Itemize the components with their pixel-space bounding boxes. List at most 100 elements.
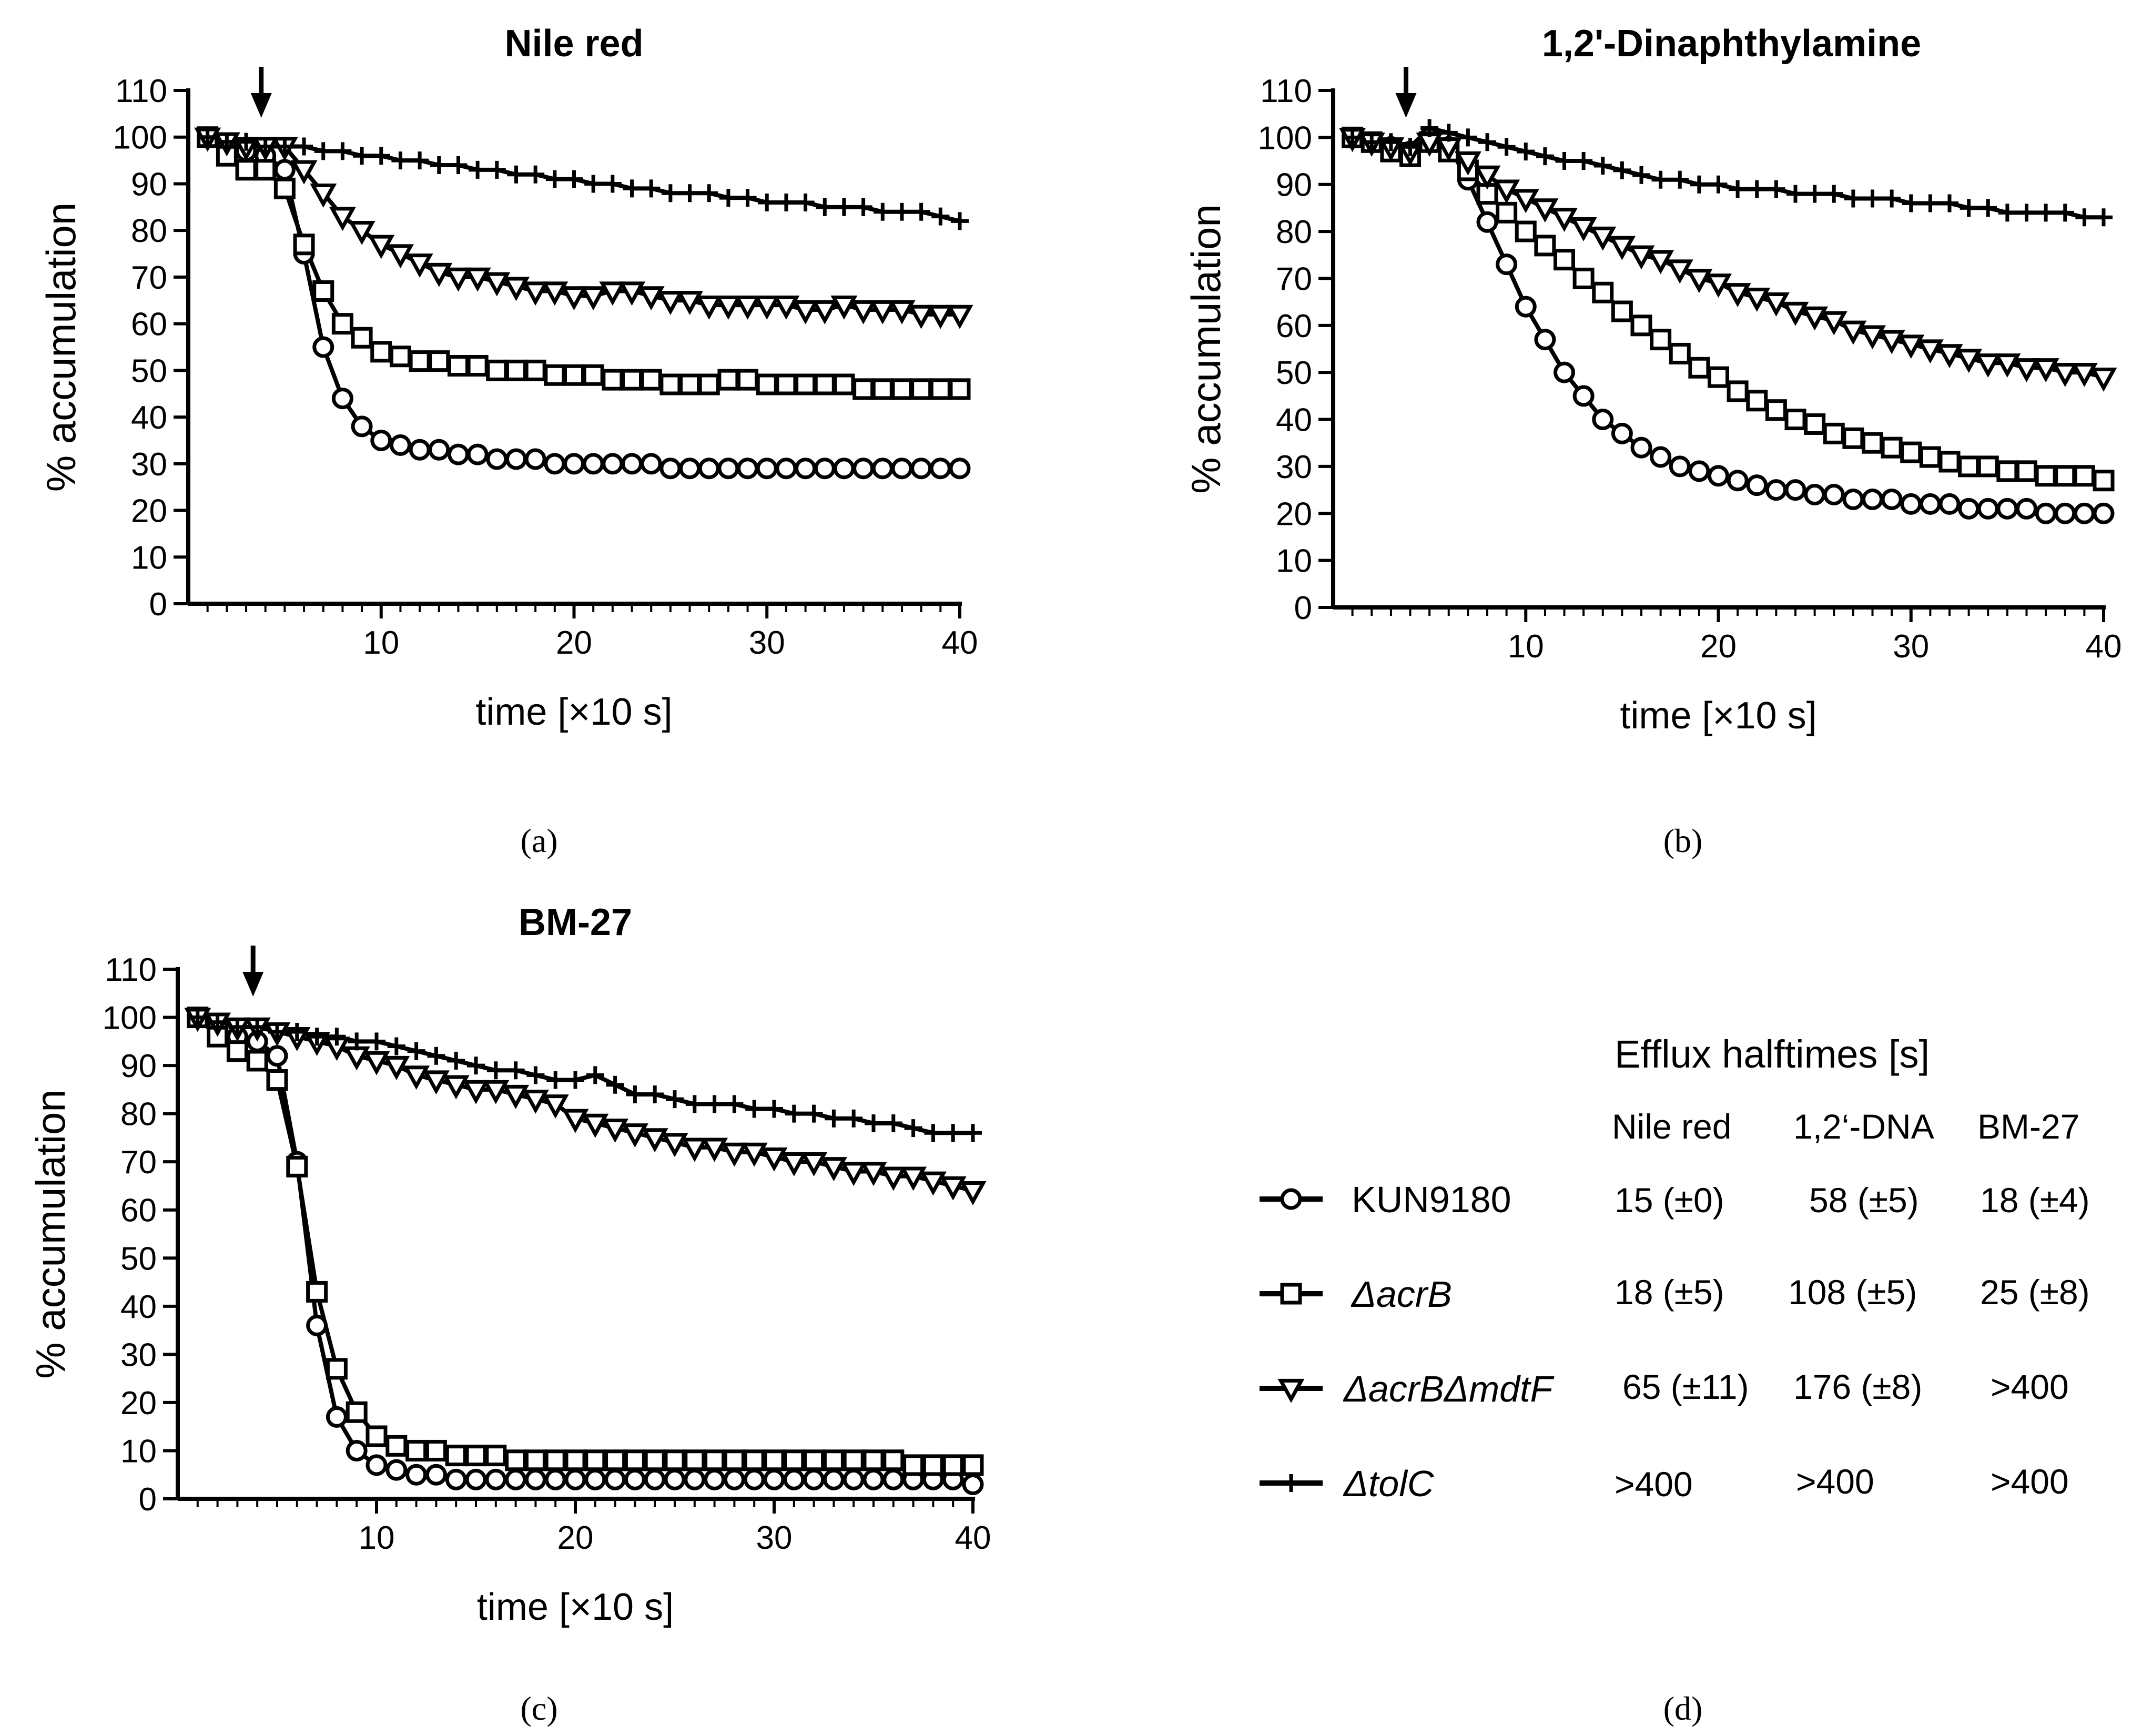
y-tick-label: 100 xyxy=(103,1000,157,1037)
data-point xyxy=(1628,245,1655,270)
data-point xyxy=(483,272,511,297)
data-point xyxy=(2090,367,2117,392)
data-point xyxy=(1977,498,1999,520)
data-point xyxy=(563,453,585,475)
data-point xyxy=(2037,204,2055,222)
data-point xyxy=(929,378,951,400)
y-tick-label: 40 xyxy=(131,400,167,436)
data-point xyxy=(1820,311,1847,336)
data-point xyxy=(949,378,971,400)
data-point xyxy=(343,1046,370,1071)
data-point xyxy=(188,1008,207,1027)
data-point xyxy=(1420,119,1439,137)
data-point xyxy=(892,202,911,221)
addition-arrow xyxy=(250,67,272,118)
data-point xyxy=(326,1358,348,1380)
x-tick-label: 40 xyxy=(2086,628,2122,665)
x-tick-label: 30 xyxy=(749,625,785,661)
x-axis-label: time [×10 s] xyxy=(475,691,672,733)
addition-arrow xyxy=(242,946,264,997)
data-point xyxy=(700,184,718,202)
data-point xyxy=(780,1152,808,1176)
data-point xyxy=(765,1100,783,1118)
data-point xyxy=(681,184,699,202)
data-point xyxy=(312,280,334,302)
panel-label-d: (d) xyxy=(1663,1690,1703,1727)
data-point xyxy=(882,1449,905,1471)
data-point xyxy=(1534,329,1556,351)
data-point xyxy=(959,1181,987,1205)
data-point xyxy=(1647,250,1674,275)
data-point xyxy=(1669,455,1691,478)
y-tick-label: 10 xyxy=(1276,543,1312,580)
data-point xyxy=(1439,124,1458,142)
data-point xyxy=(2056,204,2074,222)
data-point xyxy=(1921,194,1940,212)
data-point xyxy=(405,1464,428,1486)
data-point xyxy=(226,1040,248,1062)
data-point xyxy=(524,1468,546,1490)
data-point xyxy=(564,1468,586,1490)
data-point xyxy=(366,1454,388,1476)
data-point xyxy=(1572,267,1595,289)
data-point xyxy=(482,1080,510,1104)
data-point xyxy=(720,1142,748,1167)
data-point xyxy=(944,1124,962,1142)
addition-arrow-head xyxy=(242,972,264,997)
data-point xyxy=(1478,133,1496,151)
data-point xyxy=(1729,180,1747,198)
data-point xyxy=(912,202,930,221)
data-point xyxy=(1630,436,1652,459)
data-point xyxy=(1611,300,1633,322)
data-point xyxy=(1496,201,1518,224)
data-point xyxy=(664,1449,686,1471)
y-tick-label: 60 xyxy=(131,307,167,343)
data-point xyxy=(466,443,489,465)
halftimes-strain: ΔacrBΔmdtF xyxy=(1343,1368,1555,1409)
data-point xyxy=(840,1162,867,1186)
data-point xyxy=(1784,409,1806,431)
legend-kun9180-marker xyxy=(1260,1188,1323,1210)
data-point xyxy=(1748,180,1766,198)
data-point xyxy=(505,1449,527,1471)
data-point xyxy=(962,1454,984,1476)
data-point xyxy=(248,1018,267,1036)
data-point xyxy=(526,1066,545,1084)
halftimes-cell: 15 (±0) xyxy=(1615,1181,1724,1220)
data-point xyxy=(444,267,472,292)
data-point xyxy=(2017,204,2036,222)
data-point xyxy=(255,159,277,181)
series-line-kun9180 xyxy=(197,1015,973,1487)
data-point xyxy=(1996,460,2018,482)
data-point xyxy=(430,156,448,174)
data-point xyxy=(664,1468,686,1490)
y-tick-label: 10 xyxy=(131,540,167,576)
data-point xyxy=(1823,484,1845,506)
data-point xyxy=(602,453,624,475)
data-point xyxy=(1842,488,1864,510)
data-point xyxy=(445,1445,467,1467)
data-point xyxy=(584,1468,606,1490)
data-point xyxy=(331,388,353,410)
data-point xyxy=(198,128,217,146)
y-tick-label: 50 xyxy=(131,353,167,389)
data-point xyxy=(580,286,607,311)
data-point xyxy=(544,453,566,475)
data-point xyxy=(545,170,564,188)
data-point xyxy=(640,369,662,391)
series-line-delta-acrbdelta-mdtf xyxy=(207,135,960,317)
data-point xyxy=(1493,179,1520,204)
x-axis-label: time [×10 s] xyxy=(477,1586,674,1628)
data-point xyxy=(428,439,450,461)
y-tick-label: 90 xyxy=(120,1048,157,1084)
halftimes-cell: >400 xyxy=(1991,1462,2069,1501)
data-point xyxy=(704,1468,726,1490)
data-point xyxy=(637,286,665,311)
data-point xyxy=(293,234,315,256)
data-point xyxy=(256,137,275,156)
data-point xyxy=(880,1166,907,1191)
data-point xyxy=(1919,493,1941,515)
data-point xyxy=(486,359,508,381)
legend-marker xyxy=(1277,1378,1305,1403)
data-point xyxy=(946,304,973,329)
